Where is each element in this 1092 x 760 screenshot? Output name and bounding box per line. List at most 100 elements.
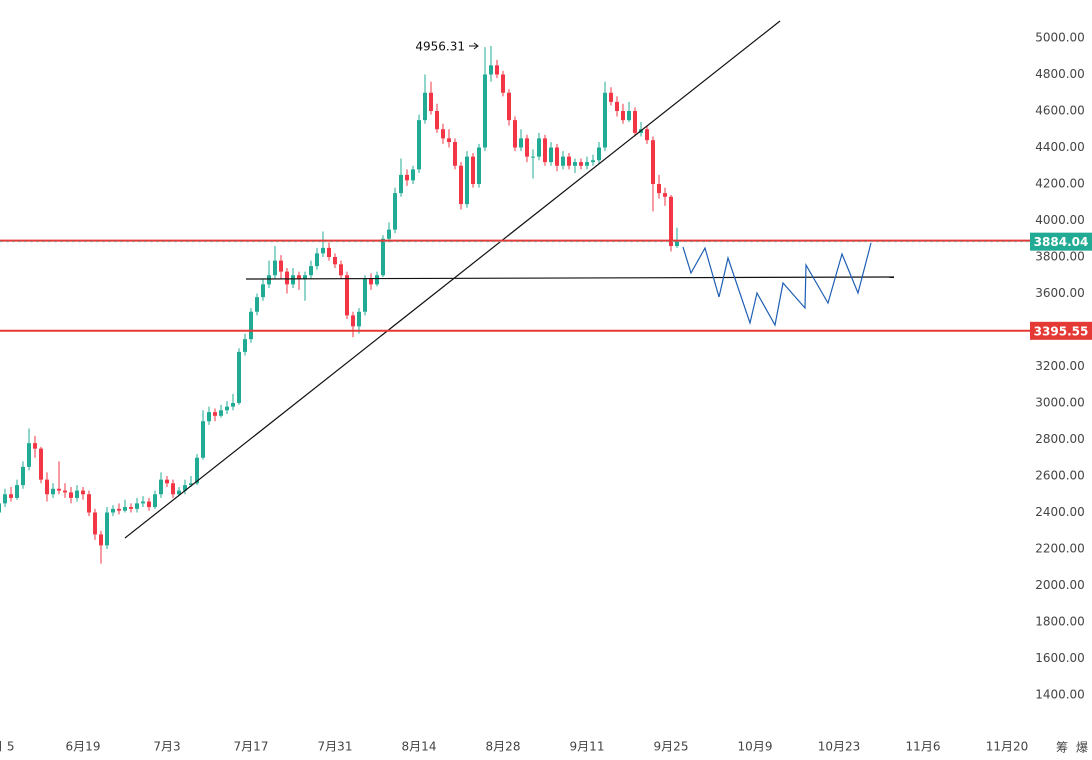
candle-body [441, 129, 445, 139]
candle-body [21, 466, 25, 486]
candle-body [435, 111, 439, 130]
candle-body [519, 138, 523, 148]
y-tick-label: 3800.00 [1035, 250, 1085, 264]
projection-path [682, 242, 872, 327]
y-tick-label: 1800.00 [1035, 615, 1085, 629]
candle-body [669, 196, 673, 247]
candle-body [303, 275, 307, 279]
candle-body [99, 534, 103, 546]
candle-body [675, 241, 679, 247]
candle-body [531, 156, 535, 158]
trend-line [124, 20, 781, 539]
candle-body [387, 229, 391, 239]
high-annotation: 4956.31 [415, 39, 465, 53]
candle-body [141, 501, 145, 504]
candle-body [273, 260, 277, 276]
candle-body [315, 253, 319, 267]
candle-body [393, 193, 397, 230]
candle-body [123, 507, 127, 511]
candle-body [183, 485, 187, 491]
candle-body [297, 275, 301, 279]
x-tick-label: 11月6 [906, 740, 941, 754]
candle-body [627, 111, 631, 121]
candle-body [321, 247, 325, 254]
candle-body [591, 160, 595, 163]
candle-body [129, 507, 133, 509]
candle-body [249, 311, 253, 340]
candle-body [261, 284, 265, 298]
candle-body [609, 92, 613, 102]
candle-body [9, 494, 13, 498]
candle-body [15, 485, 19, 498]
y-tick-label: 4600.00 [1035, 104, 1085, 118]
candle-body [507, 92, 511, 121]
candle-body [291, 275, 295, 285]
candle-body [459, 165, 463, 205]
y-tick-label: 4800.00 [1035, 67, 1085, 81]
candle-body [363, 278, 367, 312]
x-tick-label: 10月23 [818, 740, 861, 754]
candle-body [159, 479, 163, 495]
candle-body [219, 410, 223, 416]
y-tick-label: 4200.00 [1035, 177, 1085, 191]
candle-body [369, 278, 373, 285]
candle-body [171, 483, 175, 495]
candle-body [603, 92, 607, 148]
x-tick-label: 7月17 [234, 740, 269, 754]
x-tick-label: 9月11 [570, 740, 605, 754]
candle-body [357, 311, 361, 327]
y-tick-label: 2000.00 [1035, 578, 1085, 592]
candle-body [561, 156, 565, 166]
candle-body [0, 503, 1, 513]
x-tick-label: 6月 5 [0, 740, 15, 754]
candle-body [621, 111, 625, 121]
candle-body [75, 490, 79, 498]
candle-body [255, 297, 259, 312]
toolbar-button[interactable]: 爆 [1076, 741, 1088, 755]
candle-body [165, 479, 169, 484]
y-tick-label: 1600.00 [1035, 651, 1085, 665]
candle-body [573, 162, 577, 166]
current-price-label: 3884.04 [1034, 235, 1089, 249]
candle-body [381, 238, 385, 276]
y-tick-label: 1400.00 [1035, 688, 1085, 702]
x-tick-label: 8月28 [486, 740, 521, 754]
candle-body [231, 403, 235, 407]
candle-body [513, 120, 517, 148]
candle-body [3, 494, 7, 504]
candle-body [81, 490, 85, 495]
candle-body [477, 147, 481, 184]
candle-body [147, 501, 151, 508]
candle-body [543, 138, 547, 163]
candle-body [339, 264, 343, 276]
candle-body [525, 138, 529, 157]
candle-body [423, 92, 427, 121]
y-tick-label: 4400.00 [1035, 140, 1085, 154]
candle-body [153, 494, 157, 508]
candle-body [63, 490, 67, 493]
x-tick-label: 10月9 [738, 740, 773, 754]
candle-body [615, 101, 619, 111]
level-label: 3395.55 [1034, 324, 1089, 338]
candle-body [633, 111, 637, 133]
level-tag [1030, 321, 1092, 340]
candle-body [57, 488, 61, 491]
candle-body [33, 443, 37, 449]
x-tick-label: 7月3 [153, 740, 180, 754]
candle-body [45, 479, 49, 495]
plot-area [0, 45, 679, 564]
candle-body [213, 412, 217, 416]
candle-body [447, 138, 451, 143]
candle-body [465, 156, 469, 205]
candle-body [495, 65, 499, 75]
y-tick-label: 3000.00 [1035, 396, 1085, 410]
candle-body [567, 156, 571, 166]
candle-body [549, 147, 553, 163]
candle-body [267, 275, 271, 285]
candle-body [225, 406, 229, 411]
candle-body [405, 174, 409, 181]
x-tick-label: 7月31 [318, 740, 353, 754]
horizontal-line [245, 276, 895, 280]
toolbar-button[interactable]: 筹 [1056, 741, 1068, 755]
arrow-head [473, 42, 479, 50]
